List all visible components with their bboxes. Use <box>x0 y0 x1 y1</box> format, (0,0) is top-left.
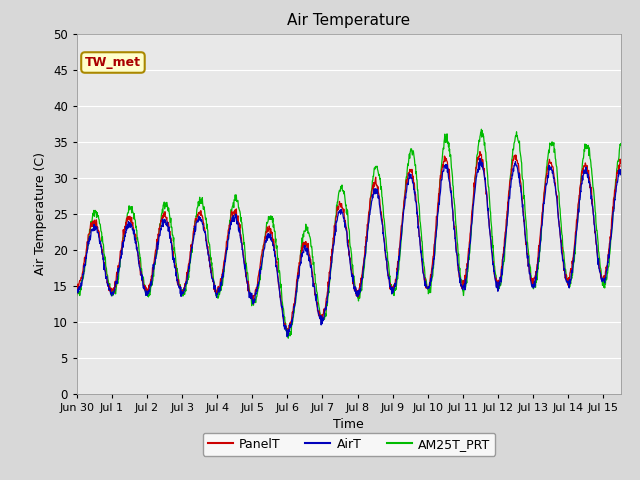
Text: TW_met: TW_met <box>85 56 141 69</box>
Y-axis label: Air Temperature (C): Air Temperature (C) <box>35 152 47 275</box>
Title: Air Temperature: Air Temperature <box>287 13 410 28</box>
Legend: PanelT, AirT, AM25T_PRT: PanelT, AirT, AM25T_PRT <box>202 433 495 456</box>
X-axis label: Time: Time <box>333 418 364 431</box>
